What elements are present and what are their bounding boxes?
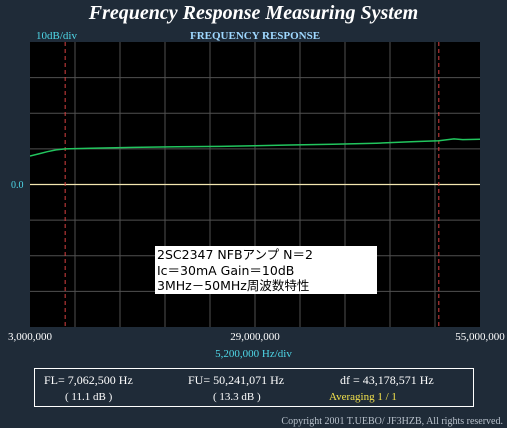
note-line-bias: Ic＝30mA Gain＝10dB	[157, 262, 295, 278]
note-line-device: 2SC2347 NFBアンプ N＝2	[157, 247, 313, 262]
response-trace	[30, 138, 480, 157]
marker-lines[interactable]	[64, 42, 440, 327]
y-scale-label: 10dB/div	[36, 30, 77, 42]
x-tick-label-start: 3,000,000	[8, 331, 52, 343]
chart-title: FREQUENCY RESPONSE	[190, 30, 321, 42]
status-panel: FL= 7,062,500 Hz FU= 50,241,071 Hz df = …	[34, 368, 474, 407]
measurement-note: 2SC2347 NFBアンプ N＝2 Ic＝30mA Gain＝10dB 3MH…	[155, 246, 377, 294]
x-tick-label-end: 55,000,000	[455, 331, 505, 343]
x-tick-label-center: 29,000,000	[230, 331, 280, 343]
note-line-range: 3MHz－50MHz周波数特性	[157, 278, 310, 293]
app-title: Frequency Response Measuring System	[88, 2, 419, 24]
upper-level-readout: ( 13.3 dB )	[213, 391, 261, 403]
lower-frequency-readout: FL= 7,062,500 Hz	[44, 373, 133, 387]
x-div-label: 5,200,000 Hz/div	[215, 348, 292, 360]
y-reference-label: 0.0	[11, 180, 24, 191]
averaging-readout: Averaging 1 / 1	[329, 391, 397, 403]
copyright-notice: Copyright 2001 T.UEBO/ JF3HZB, All right…	[281, 416, 503, 427]
upper-frequency-readout: FU= 50,241,071 Hz	[188, 373, 285, 387]
lower-level-readout: ( 11.1 dB )	[65, 391, 113, 403]
bandwidth-readout: df = 43,178,571 Hz	[340, 373, 434, 387]
